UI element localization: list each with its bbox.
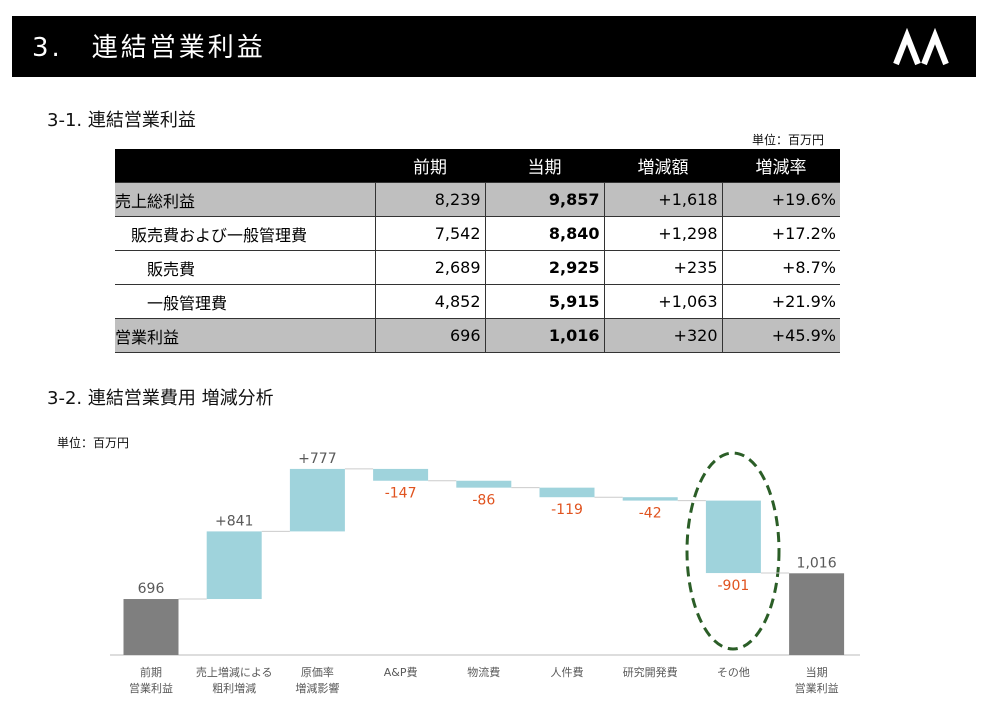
cell: +21.9% (721, 284, 840, 319)
section-title: 3-1. 連結営業利益 (47, 110, 196, 131)
row-label: 販売費および一般管理費 (115, 216, 375, 251)
table-row: 販売費および一般管理費 7,542 8,840 +1,298 +17.2% (115, 216, 840, 251)
column-header: 増減率 (722, 149, 840, 183)
bar (206, 531, 262, 600)
bar (373, 468, 429, 481)
data-label: 1,016 (797, 555, 837, 571)
data-label: +777 (298, 451, 336, 467)
header-cell (115, 149, 375, 183)
unit-label: 単位：百万円 (57, 436, 130, 450)
cell: +19.6% (721, 182, 840, 217)
x-tick-label: その他 (717, 666, 750, 679)
highlight-ellipse (685, 451, 781, 651)
data-label: 696 (138, 581, 165, 597)
bar (789, 573, 845, 655)
cell: 696 (374, 318, 485, 353)
table-row: 売上総利益 8,239 9,857 +1,618 +19.6% (115, 182, 840, 217)
column-header: 前期 (375, 149, 485, 183)
cell: +45.9% (721, 318, 840, 353)
data-label: -86 (472, 493, 495, 509)
bar (123, 599, 179, 655)
data-label: +841 (215, 513, 253, 529)
cell: 8,239 (374, 182, 485, 217)
table-row: 販売費 2,689 2,925 +235 +8.7% (115, 250, 840, 285)
cell: +320 (603, 318, 722, 353)
cell: +235 (603, 250, 722, 285)
cell: +1,063 (603, 284, 722, 319)
bar (539, 487, 595, 498)
row-label: 営業利益 (115, 318, 375, 353)
section-title: 3-2. 連結営業費用 増減分析 (47, 388, 274, 409)
table-row: 一般管理費 4,852 5,915 +1,063 +21.9% (115, 284, 840, 319)
header-bar: 3. 連結営業利益 (12, 16, 976, 77)
column-header: 当期 (485, 149, 604, 183)
cell: 7,542 (374, 216, 485, 251)
cell: 8,840 (484, 216, 604, 251)
cell: 5,915 (484, 284, 604, 319)
x-tick-label: 前期営業利益 (129, 665, 173, 695)
x-tick-label: 当期営業利益 (795, 665, 839, 695)
cell: 1,016 (484, 318, 604, 353)
data-label: -901 (718, 578, 750, 594)
data-label: -147 (385, 486, 417, 502)
cell: 2,925 (484, 250, 604, 285)
x-tick-label: 売上増減による粗利増減 (196, 665, 273, 695)
row-label: 売上総利益 (115, 182, 375, 217)
header-title: 3. 連結営業利益 (32, 33, 266, 63)
x-tick-label: 原価率増減影響 (295, 665, 339, 695)
table: 前期 当期 増減額 増減率 売上総利益 8,239 9,857 +1,618 +19.6% 販売費… (115, 149, 840, 353)
x-tick-label: 研究開発費 (623, 665, 678, 679)
cell: +1,618 (603, 182, 722, 217)
cell: +8.7% (721, 250, 840, 285)
data-label: -42 (639, 506, 662, 522)
x-tick-label: 人件費 (551, 665, 584, 679)
data-label: -119 (551, 502, 583, 518)
row-label: 一般管理費 (115, 284, 375, 319)
cell: 9,857 (484, 182, 604, 217)
cell: +17.2% (721, 216, 840, 251)
cell: 4,852 (374, 284, 485, 319)
bar (705, 500, 761, 574)
x-tick-label: A&P費 (384, 665, 418, 679)
bar (622, 497, 678, 501)
unit-label: 単位：百万円 (752, 133, 825, 147)
cell: 2,689 (374, 250, 485, 285)
logo (893, 28, 949, 66)
table-row: 営業利益 696 1,016 +320 +45.9% (115, 318, 840, 353)
cell: +1,298 (603, 216, 722, 251)
bar (456, 480, 512, 488)
row-label: 販売費 (115, 250, 375, 285)
column-header: 増減額 (604, 149, 722, 183)
bar (289, 468, 345, 532)
x-tick-label: 物流費 (467, 665, 500, 679)
